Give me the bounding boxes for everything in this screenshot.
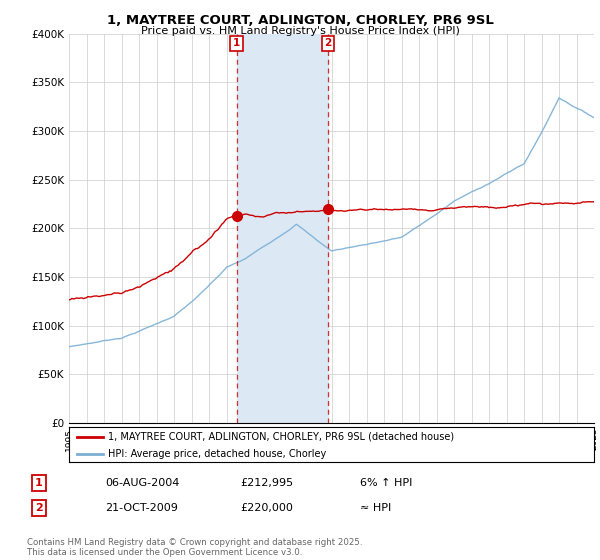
Text: Price paid vs. HM Land Registry's House Price Index (HPI): Price paid vs. HM Land Registry's House … bbox=[140, 26, 460, 36]
Text: 1, MAYTREE COURT, ADLINGTON, CHORLEY, PR6 9SL (detached house): 1, MAYTREE COURT, ADLINGTON, CHORLEY, PR… bbox=[109, 432, 455, 442]
Text: 6% ↑ HPI: 6% ↑ HPI bbox=[360, 478, 412, 488]
Bar bbox=[236, 34, 328, 423]
Text: 1, MAYTREE COURT, ADLINGTON, CHORLEY, PR6 9SL: 1, MAYTREE COURT, ADLINGTON, CHORLEY, PR… bbox=[107, 14, 493, 27]
Text: 1: 1 bbox=[233, 38, 240, 48]
Text: ≈ HPI: ≈ HPI bbox=[360, 503, 391, 513]
Text: £220,000: £220,000 bbox=[240, 503, 293, 513]
Text: 2: 2 bbox=[35, 503, 43, 513]
Text: 1: 1 bbox=[35, 478, 43, 488]
Text: 06-AUG-2004: 06-AUG-2004 bbox=[105, 478, 179, 488]
Text: HPI: Average price, detached house, Chorley: HPI: Average price, detached house, Chor… bbox=[109, 449, 326, 459]
Text: 2: 2 bbox=[325, 38, 332, 48]
Text: Contains HM Land Registry data © Crown copyright and database right 2025.
This d: Contains HM Land Registry data © Crown c… bbox=[27, 538, 362, 557]
Text: 21-OCT-2009: 21-OCT-2009 bbox=[105, 503, 178, 513]
Text: £212,995: £212,995 bbox=[240, 478, 293, 488]
